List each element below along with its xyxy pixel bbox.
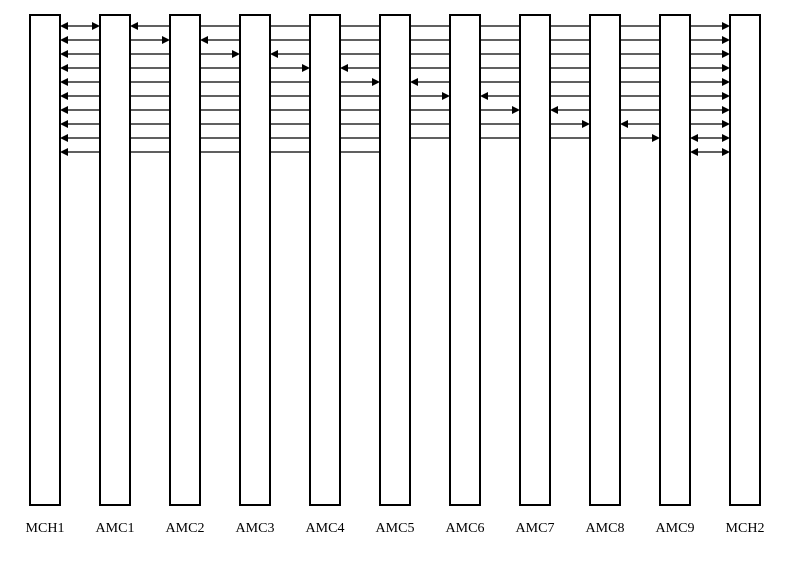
arrowhead <box>60 120 68 128</box>
interconnect-diagram: MCH1 AMC1 AMC2 AMC3 AMC4 AMC5 AMC6 AMC7 AMC8 AMC9… <box>0 0 800 565</box>
arrowhead <box>722 36 730 44</box>
arrowhead <box>60 106 68 114</box>
arrowhead <box>232 50 240 58</box>
module-bar-amc9 <box>660 15 690 505</box>
module-label-amc4: AMC4 <box>306 521 345 536</box>
module-label-mch1: MCH1 <box>26 521 65 536</box>
arrowhead <box>722 50 730 58</box>
module-bar-amc6 <box>450 15 480 505</box>
module-bar-amc4 <box>310 15 340 505</box>
module-bar-amc8 <box>590 15 620 505</box>
arrowhead <box>60 36 68 44</box>
arrowhead <box>92 22 100 30</box>
module-bar-amc5 <box>380 15 410 505</box>
arrowhead <box>200 36 208 44</box>
module-bar-amc3 <box>240 15 270 505</box>
arrowhead <box>60 64 68 72</box>
arrowhead <box>512 106 520 114</box>
arrowhead <box>60 22 68 30</box>
arrowhead <box>722 64 730 72</box>
arrowhead <box>722 134 730 142</box>
arrowhead <box>372 78 380 86</box>
module-bar-amc1 <box>100 15 130 505</box>
arrowhead <box>722 106 730 114</box>
arrowhead <box>722 92 730 100</box>
module-bar-mch2 <box>730 15 760 505</box>
arrowhead <box>652 134 660 142</box>
module-bar-mch1 <box>30 15 60 505</box>
arrowhead <box>690 134 698 142</box>
arrowhead <box>60 134 68 142</box>
module-label-amc8: AMC8 <box>586 521 625 536</box>
arrowhead <box>582 120 590 128</box>
arrowhead <box>620 120 628 128</box>
arrowhead <box>60 78 68 86</box>
module-bar-amc7 <box>520 15 550 505</box>
arrowhead <box>722 78 730 86</box>
module-label-amc9: AMC9 <box>656 521 695 536</box>
module-label-amc6: AMC6 <box>446 521 485 536</box>
arrowhead <box>722 148 730 156</box>
arrowhead <box>60 92 68 100</box>
module-bar-amc2 <box>170 15 200 505</box>
arrowhead <box>410 78 418 86</box>
arrowhead <box>60 50 68 58</box>
arrowhead <box>130 22 138 30</box>
arrowhead <box>162 36 170 44</box>
arrowhead <box>722 120 730 128</box>
arrowhead <box>270 50 278 58</box>
module-label-mch2: MCH2 <box>726 521 765 536</box>
arrowhead <box>60 148 68 156</box>
arrowhead <box>480 92 488 100</box>
arrowhead <box>690 148 698 156</box>
arrowhead <box>340 64 348 72</box>
module-label-amc7: AMC7 <box>516 521 555 536</box>
arrowhead <box>442 92 450 100</box>
arrowhead <box>722 22 730 30</box>
module-label-amc2: AMC2 <box>166 521 205 536</box>
module-label-amc3: AMC3 <box>236 521 275 536</box>
arrowhead <box>550 106 558 114</box>
module-label-amc5: AMC5 <box>376 521 415 536</box>
module-label-amc1: AMC1 <box>96 521 135 536</box>
arrowhead <box>302 64 310 72</box>
